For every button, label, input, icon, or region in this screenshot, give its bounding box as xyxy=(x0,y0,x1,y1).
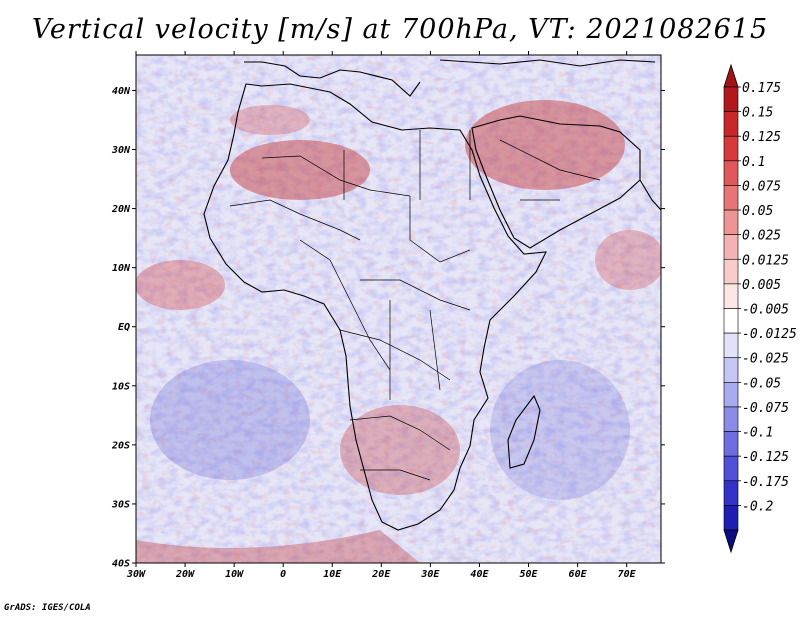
colorbar-segment xyxy=(723,431,739,457)
lon-tick-label: 20W xyxy=(175,569,195,580)
colorbar-label: 0.175 xyxy=(742,81,781,96)
country-borders xyxy=(229,130,601,481)
colorbar-segment xyxy=(723,480,739,506)
lon-tick-label: 10E xyxy=(323,569,342,580)
lat-tick-label: 40S xyxy=(112,559,130,570)
lon-tick-label: 10W xyxy=(225,569,244,580)
coastlines xyxy=(203,59,661,531)
lat-tick-label: 40N xyxy=(112,86,131,97)
colorbar-segment xyxy=(723,505,739,531)
colorbar-label: 0.125 xyxy=(742,130,781,145)
south-atlantic-descent-zone xyxy=(150,360,310,480)
southern-ocean-band xyxy=(136,530,420,563)
colorbar-segment xyxy=(723,135,739,162)
colorbar: 0.175 0.15 0.125 0.1 0.075 0.05 0.025 0.0125 0.0… xyxy=(723,63,797,554)
colorbar-segment xyxy=(723,357,739,383)
colorbar-label: -0.0125 xyxy=(742,327,797,342)
colorbar-label: -0.005 xyxy=(742,303,789,318)
colorbar-segment xyxy=(723,258,739,285)
colorbar-segment xyxy=(723,111,739,137)
grads-credit: GrADS: IGES/COLA xyxy=(4,603,91,613)
north-africa-ascent-zone xyxy=(230,105,310,135)
lon-tick-label: 0 xyxy=(280,569,286,580)
map-frame xyxy=(135,54,662,564)
arabia-ascent-zone xyxy=(465,100,625,190)
lon-tick-label: 30E xyxy=(420,569,440,580)
lon-tick-label: 30W xyxy=(126,569,146,580)
axis-ticks: 30W 20W 10W 0 10E 20E 30E 40E 50E 60E 70E 40N 30N 20N… xyxy=(111,51,665,580)
colorbar-segment xyxy=(723,332,739,359)
lat-tick-label: 30S xyxy=(111,499,130,510)
colorbar-label: -0.075 xyxy=(742,401,789,416)
lat-tick-label: EQ xyxy=(118,322,130,333)
lat-tick-label: 20S xyxy=(111,440,130,451)
colorbar-label: -0.125 xyxy=(742,450,789,465)
colorbar-label: 0.005 xyxy=(742,278,781,293)
colorbar-label: -0.2 xyxy=(742,499,773,514)
southern-africa-ascent-zone xyxy=(340,405,460,495)
colorbar-segment xyxy=(723,209,739,235)
colorbar-segment xyxy=(723,86,739,112)
lon-tick-label: 60E xyxy=(569,569,588,580)
colorbar-label: -0.175 xyxy=(742,475,789,490)
colorbar-label: 0.15 xyxy=(742,106,773,121)
colorbar-label: -0.025 xyxy=(742,352,789,367)
lat-tick-label: 10N xyxy=(112,263,131,274)
colorbar-segment xyxy=(723,382,739,408)
colorbar-segment xyxy=(723,283,739,309)
colorbar-segment xyxy=(723,308,739,334)
map-title: Vertical velocity [m/s] at 700hPa, VT: 2… xyxy=(31,14,769,45)
colorbar-bottom-arrow xyxy=(723,529,739,554)
lat-tick-label: 10S xyxy=(112,381,130,392)
colorbar-segment xyxy=(723,455,739,482)
lat-tick-label: 20N xyxy=(111,204,131,215)
lat-tick-label: 30N xyxy=(111,145,131,156)
lon-tick-label: 40E xyxy=(470,569,489,580)
velocity-field xyxy=(136,55,661,563)
colorbar-label: 0.025 xyxy=(742,229,781,244)
lon-tick-label: 20E xyxy=(371,569,391,580)
indian-ocean-descent-zone xyxy=(490,360,630,500)
sahara-ascent-zone xyxy=(230,140,370,200)
colorbar-top-arrow xyxy=(723,63,739,88)
colorbar-label: 0.075 xyxy=(742,179,781,194)
colorbar-segment xyxy=(723,160,739,186)
lon-tick-label: 70E xyxy=(618,569,637,580)
colorbar-label: -0.1 xyxy=(742,426,773,441)
colorbar-segment xyxy=(723,185,739,211)
colorbar-segment xyxy=(723,406,739,432)
colorbar-label: 0.0125 xyxy=(742,253,789,268)
arabian-sea-ascent-zone xyxy=(595,230,661,290)
colorbar-label: 0.1 xyxy=(742,155,765,170)
colorbar-label: 0.05 xyxy=(742,204,773,219)
colorbar-segment xyxy=(723,234,739,260)
atlantic-ascent-zone xyxy=(136,260,225,310)
lon-tick-label: 50E xyxy=(519,569,538,580)
colorbar-label: -0.05 xyxy=(742,376,781,391)
